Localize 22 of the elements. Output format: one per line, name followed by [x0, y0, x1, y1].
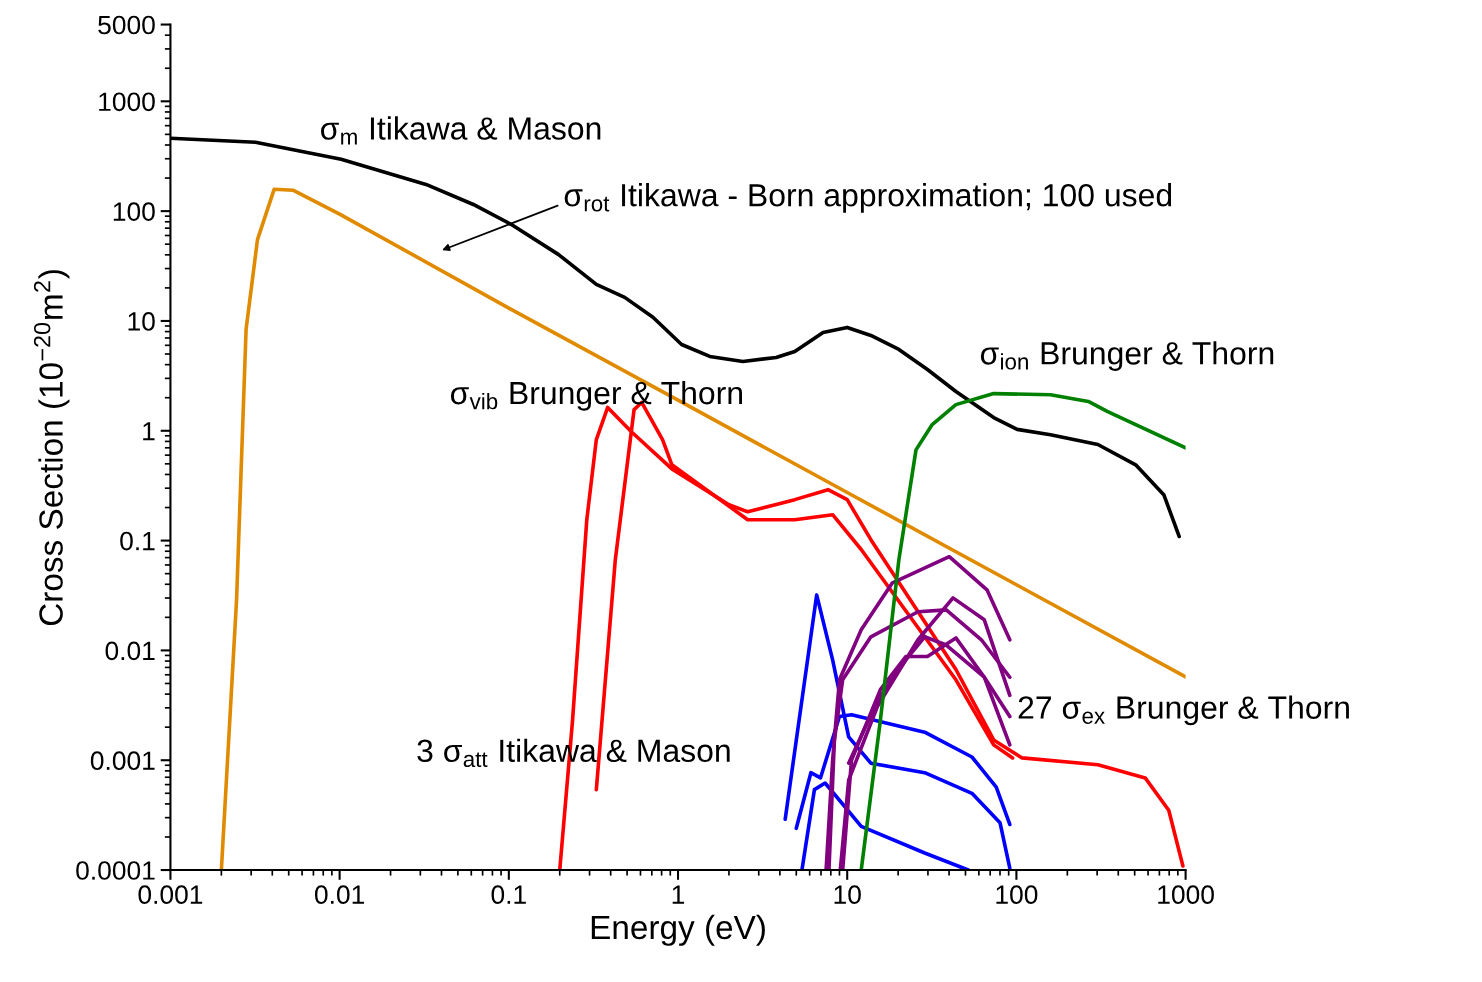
- y-tick-label: 0.1: [120, 531, 155, 551]
- y-tick-label: 1: [143, 422, 155, 441]
- y-tick-label: 0.0001: [76, 861, 155, 880]
- annotation: 27 σ$_{ex}$ Brunger & Thorn: [1018, 695, 1349, 726]
- x-tick-label: 10: [834, 885, 861, 905]
- annotation: σ$_{rot}$ Itikawa - Born approximation; 100 used: [564, 183, 1172, 213]
- y-axis-title: Cross Section (10$^{−20}$m$^{2}$): [33, 270, 70, 626]
- y-tick-label: 10: [128, 312, 155, 331]
- x-axis-title: Energy (eV): [591, 914, 765, 946]
- x-tick-label: 1000: [1158, 885, 1214, 905]
- y-tick-label: 5000: [98, 15, 155, 35]
- x-tick-label: 100: [996, 885, 1038, 905]
- annotation: σ$_{ion}$ Brunger & Thorn: [980, 341, 1274, 371]
- x-tick-label: 1: [672, 885, 685, 904]
- annotation: σ$_{vib}$ Brunger & Thorn: [450, 380, 742, 411]
- y-tick-label: 100: [113, 202, 155, 221]
- x-tick-label: 0.1: [491, 885, 526, 905]
- y-tick-label: 1000: [99, 92, 155, 112]
- annotation: σ$_{m}$ Itikawa & Mason: [321, 116, 601, 145]
- y-tick-label: 0.01: [105, 641, 155, 661]
- y-tick-label: 0.001: [90, 751, 155, 771]
- x-tick-label: 0.01: [314, 885, 365, 905]
